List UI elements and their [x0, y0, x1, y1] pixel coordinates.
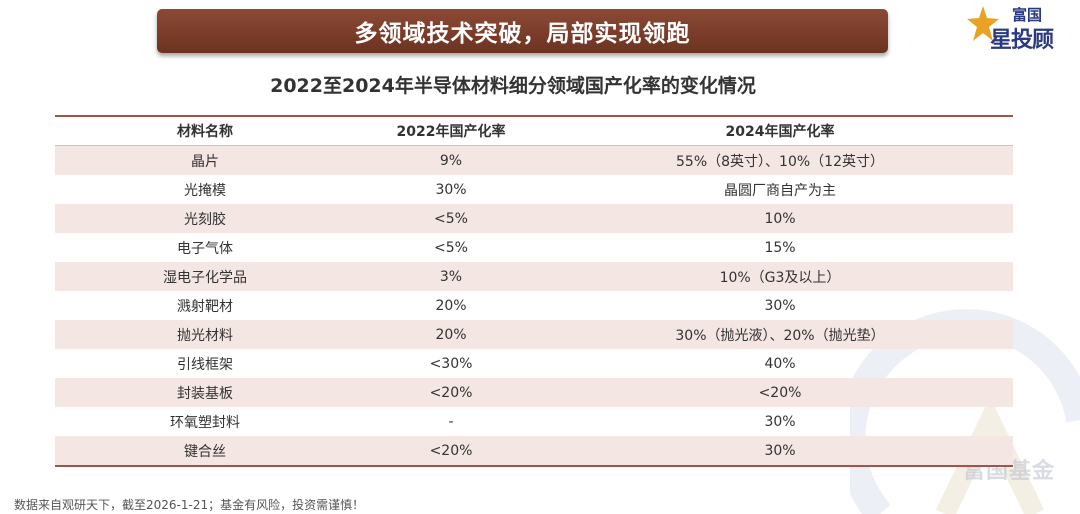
material-name-cell: 溅射靶材 — [177, 298, 233, 315]
material-name-cell: 光刻胶 — [184, 211, 226, 228]
title-banner: 多领域技术突破，局部实现领跑 — [157, 9, 888, 53]
source-footnote: 数据来自观研天下，截至2026-1-21；基金有风险，投资需谨慎！ — [14, 498, 365, 512]
star-icon — [967, 6, 999, 41]
rate-2024-cell: 55%（8英寸）、10%（12英寸） — [676, 153, 884, 170]
material-name-cell: 光掩模 — [184, 182, 226, 199]
rate-2024-cell: 40% — [764, 355, 796, 372]
table-row: 电子气体 <5% 15% — [55, 233, 1013, 262]
material-name-cell: 封装基板 — [177, 385, 233, 402]
table-row: 光掩模 30% 晶圆厂商自产为主 — [55, 175, 1013, 204]
rate-2022-cell: 20% — [435, 297, 467, 314]
rate-2022-cell: <5% — [434, 239, 468, 256]
material-name-cell: 晶片 — [191, 153, 219, 170]
rate-2024-cell: 30% — [764, 297, 796, 314]
table-row: 光刻胶 <5% 10% — [55, 204, 1013, 233]
rate-2024-cell: 10% — [764, 210, 796, 227]
table-row: 抛光材料 20% 30%（抛光液）、20%（抛光垫） — [55, 320, 1013, 349]
material-name-cell: 湿电子化学品 — [163, 269, 247, 286]
table-title: 2022至2024年半导体材料细分领域国产化率的变化情况 — [270, 75, 756, 97]
localization-rate-table: 材料名称 2022年国产化率 2024年国产化率 晶片 9% 55%（8英寸）、… — [55, 115, 1013, 467]
material-name-cell: 键合丝 — [184, 443, 226, 460]
banner-title: 多领域技术突破，局部实现领跑 — [354, 21, 691, 47]
rate-2022-cell: - — [448, 413, 454, 430]
rate-2024-cell: 15% — [764, 239, 796, 256]
table-row: 晶片 9% 55%（8英寸）、10%（12英寸） — [55, 146, 1013, 175]
material-name-cell: 抛光材料 — [177, 327, 233, 344]
material-name-cell: 引线框架 — [177, 356, 233, 373]
rate-2022-cell: 9% — [439, 152, 463, 169]
rate-2024-cell: 30%（抛光液）、20%（抛光垫） — [675, 327, 885, 344]
table-row: 引线框架 <30% 40% — [55, 349, 1013, 378]
rate-2022-cell: <20% — [429, 384, 473, 401]
rate-2024-cell: 10%（G3及以上） — [719, 269, 841, 286]
table-row: 湿电子化学品 3% 10%（G3及以上） — [55, 262, 1013, 291]
table-row: 溅射靶材 20% 30% — [55, 291, 1013, 320]
rate-2022-cell: 20% — [435, 326, 467, 343]
material-name-cell: 电子气体 — [177, 240, 233, 257]
rate-2022-cell: <30% — [429, 355, 473, 372]
header-2022-rate: 2022年国产化率 — [396, 124, 506, 140]
rate-2024-cell: 30% — [764, 442, 796, 459]
table-row: 封装基板 <20% <20% — [55, 378, 1013, 407]
rate-2024-cell: 30% — [764, 413, 796, 430]
table-row: 键合丝 <20% 30% — [55, 436, 1013, 465]
material-name-cell: 环氧塑封料 — [170, 414, 240, 431]
rate-2022-cell: 30% — [435, 181, 467, 198]
rate-2022-cell: <5% — [434, 210, 468, 227]
logo-small-text: 富国 — [1012, 6, 1043, 24]
rate-2024-cell: <20% — [758, 384, 802, 401]
brand-logo: 富国 星投顾 — [966, 4, 1076, 53]
table-row: 环氧塑封料 - 30% — [55, 407, 1013, 436]
rate-2022-cell: <20% — [429, 442, 473, 459]
table-header-row: 材料名称 2022年国产化率 2024年国产化率 — [55, 117, 1013, 146]
logo-big-text: 星投顾 — [990, 28, 1054, 53]
header-2024-rate: 2024年国产化率 — [725, 124, 835, 140]
rate-2024-cell: 晶圆厂商自产为主 — [724, 182, 836, 199]
rate-2022-cell: 3% — [439, 268, 463, 285]
header-material-name: 材料名称 — [177, 124, 233, 140]
